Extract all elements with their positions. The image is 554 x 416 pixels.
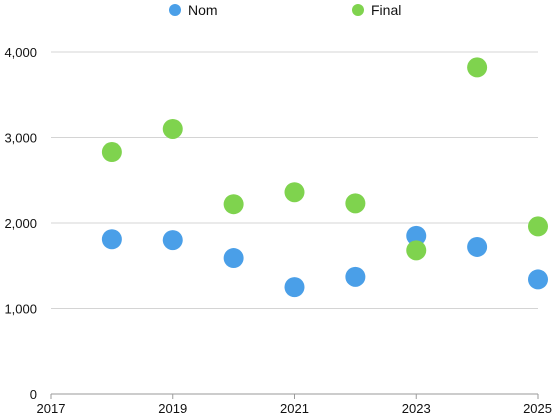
point-final-2019 bbox=[162, 118, 183, 139]
point-nom-2022 bbox=[345, 266, 366, 287]
point-final-2020 bbox=[223, 194, 244, 215]
y-tick-label: 2,000 bbox=[4, 216, 37, 231]
point-nom-2023 bbox=[406, 225, 427, 246]
point-nom-2018 bbox=[101, 229, 122, 250]
legend-marker-nom bbox=[169, 4, 181, 16]
point-nom-2025 bbox=[528, 269, 548, 290]
x-tick-label: 2023 bbox=[402, 401, 431, 416]
data-points bbox=[101, 57, 548, 298]
axes bbox=[50, 393, 539, 399]
y-tick-label: 3,000 bbox=[4, 131, 37, 146]
legend: Nom Final bbox=[169, 2, 401, 18]
x-tick-label: 2025 bbox=[523, 401, 552, 416]
x-tick-label: 2017 bbox=[37, 401, 66, 416]
x-tick-label: 2019 bbox=[158, 401, 187, 416]
point-final-2018 bbox=[101, 142, 122, 163]
y-tick-label: 1,000 bbox=[4, 302, 37, 317]
y-tick-label: 4,000 bbox=[4, 45, 37, 60]
tick-labels: 0 1,000 2,000 3,000 4,000 2017 2019 2021 2023 202… bbox=[4, 45, 552, 416]
point-final-2022 bbox=[345, 193, 366, 214]
point-final-2023 bbox=[406, 240, 427, 261]
point-nom-2019 bbox=[162, 230, 183, 251]
legend-label-final: Final bbox=[371, 2, 401, 18]
point-final-2024 bbox=[467, 57, 488, 78]
x-tick-label: 2021 bbox=[280, 401, 309, 416]
legend-label-nom: Nom bbox=[188, 2, 218, 18]
point-final-2021 bbox=[284, 182, 305, 203]
point-nom-2024 bbox=[467, 236, 488, 257]
grid-lines bbox=[51, 51, 538, 309]
legend-marker-final bbox=[352, 4, 364, 16]
point-nom-2021 bbox=[284, 277, 305, 298]
y-tick-label: 0 bbox=[30, 387, 37, 402]
point-nom-2020 bbox=[223, 248, 244, 269]
point-final-2025 bbox=[528, 216, 548, 237]
